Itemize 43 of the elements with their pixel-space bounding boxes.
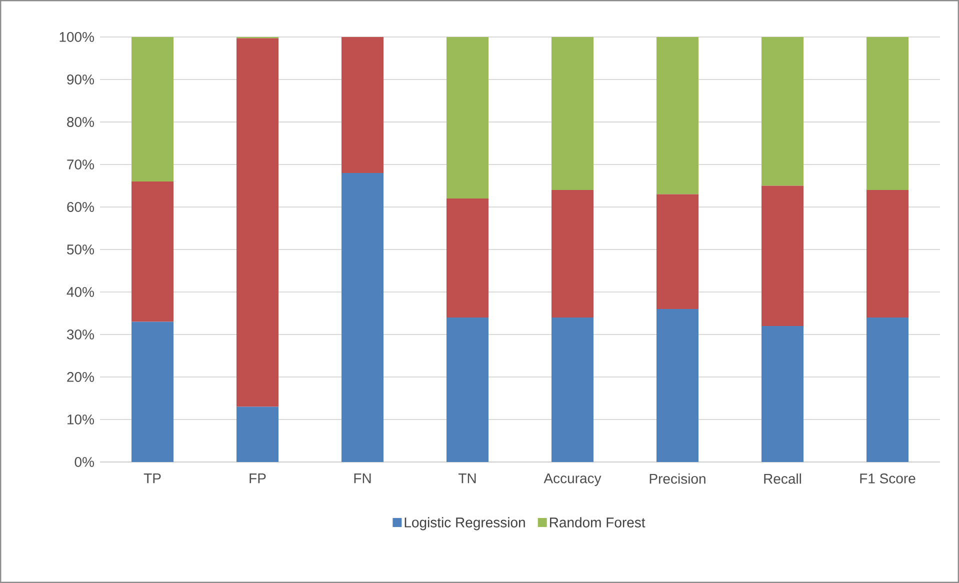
bar bbox=[342, 36, 384, 173]
y-tick-label: 30% bbox=[67, 330, 94, 340]
x-tick-label: TN bbox=[458, 474, 476, 484]
bar bbox=[132, 36, 174, 182]
y-tick-label: 60% bbox=[67, 202, 94, 212]
bar bbox=[866, 36, 908, 190]
x-tick-label: Recall bbox=[764, 474, 802, 484]
bar bbox=[762, 186, 804, 326]
bar bbox=[552, 317, 594, 462]
bar bbox=[236, 406, 279, 462]
x-tick-label: F1 Score bbox=[860, 474, 916, 484]
y-tick-label: 90% bbox=[67, 74, 94, 84]
x-tick-label: Precision bbox=[650, 474, 706, 484]
bar bbox=[446, 198, 489, 318]
bar bbox=[866, 190, 908, 318]
y-tick-label: 50% bbox=[67, 244, 94, 254]
bar bbox=[446, 36, 489, 198]
bar bbox=[656, 194, 699, 309]
x-tick-label: TP bbox=[144, 474, 161, 484]
x-tick-label: Accuracy bbox=[544, 474, 602, 486]
bar bbox=[236, 38, 279, 407]
bar bbox=[132, 322, 174, 462]
bar bbox=[446, 317, 489, 462]
bar bbox=[656, 36, 699, 194]
bar bbox=[762, 36, 804, 186]
bar bbox=[762, 326, 804, 462]
bar bbox=[552, 36, 594, 190]
bar bbox=[552, 190, 594, 318]
y-tick-label: 40% bbox=[66, 287, 94, 297]
bar bbox=[132, 181, 174, 322]
y-tick-label: 0% bbox=[74, 457, 94, 467]
y-tick-label: 10% bbox=[68, 414, 94, 424]
legend-label: Random Forest bbox=[550, 517, 646, 528]
bar bbox=[342, 172, 384, 462]
bar bbox=[656, 308, 699, 462]
x-tick-label: FP bbox=[250, 474, 266, 484]
y-tick-label: 80% bbox=[67, 117, 94, 127]
x-tick-label: FN bbox=[354, 474, 371, 484]
legend-label: Logistic Regression bbox=[404, 517, 525, 530]
bar bbox=[866, 317, 908, 462]
y-tick-label: 100% bbox=[60, 32, 94, 42]
y-tick-label: 70% bbox=[67, 160, 94, 170]
y-tick-label: 20% bbox=[67, 372, 94, 382]
